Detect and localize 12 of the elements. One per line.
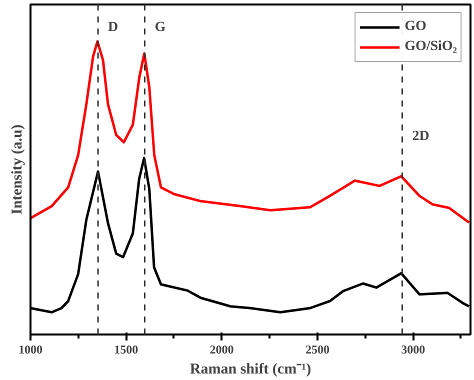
x-tick-label: 2000	[210, 342, 234, 356]
x-tick-label: 2500	[305, 342, 330, 356]
ref-line-label: 2D	[412, 129, 430, 144]
x-tick-label: 3000	[401, 342, 426, 356]
x-axis-title: Raman shift (cm⁻¹)	[190, 362, 312, 378]
ref-line-label: G	[154, 20, 166, 36]
y-axis-title: Intensity (a.u)	[10, 124, 26, 215]
ref-line-label: D	[108, 20, 118, 36]
legend-label: GO/SiO₂	[404, 39, 457, 55]
x-tick-label: 1000	[18, 342, 42, 356]
legend-label: GO	[404, 19, 426, 35]
x-tick-label: 1500	[114, 342, 138, 356]
